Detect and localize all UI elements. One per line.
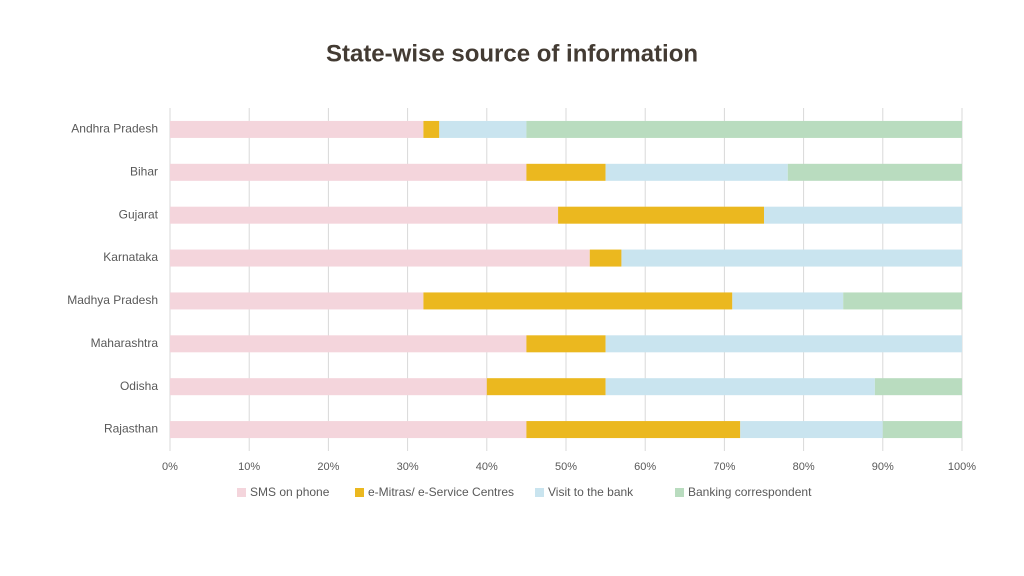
bar-segment bbox=[732, 292, 844, 310]
bar-segment bbox=[605, 163, 788, 181]
bar-segment bbox=[843, 292, 962, 310]
bar-segment bbox=[621, 249, 962, 267]
bar-segment bbox=[764, 206, 962, 224]
legend-swatch bbox=[355, 488, 364, 497]
x-tick-label: 80% bbox=[793, 461, 815, 473]
bar-segment bbox=[170, 421, 527, 439]
x-tick-label: 100% bbox=[948, 461, 976, 473]
bar-segment bbox=[170, 120, 424, 138]
bar-segment bbox=[439, 120, 527, 138]
bar-segment bbox=[526, 335, 606, 353]
bar-segment bbox=[423, 120, 440, 138]
x-tick-label: 30% bbox=[397, 461, 419, 473]
x-tick-label: 60% bbox=[634, 461, 656, 473]
bar-segment bbox=[882, 421, 962, 439]
y-tick-label: Bihar bbox=[130, 164, 158, 178]
y-tick-label: Gujarat bbox=[119, 207, 159, 221]
y-tick-label: Andhra Pradesh bbox=[71, 122, 158, 136]
bar-segment bbox=[740, 421, 883, 439]
x-tick-label: 20% bbox=[317, 461, 339, 473]
bar-segment bbox=[526, 120, 962, 138]
legend-label: Visit to the bank bbox=[548, 485, 634, 499]
bar-segment bbox=[170, 292, 424, 310]
x-tick-label: 40% bbox=[476, 461, 498, 473]
bar-segment bbox=[874, 378, 962, 396]
bar-segment bbox=[486, 378, 606, 396]
legend-label: Banking correspondent bbox=[688, 485, 812, 499]
bar-segment bbox=[558, 206, 764, 224]
bar-segment bbox=[170, 249, 590, 267]
x-tick-label: 70% bbox=[713, 461, 735, 473]
x-tick-label: 90% bbox=[872, 461, 894, 473]
y-tick-label: Odisha bbox=[120, 379, 158, 393]
bar-segment bbox=[170, 206, 559, 224]
x-tick-label: 50% bbox=[555, 461, 577, 473]
bar-segment bbox=[589, 249, 622, 267]
legend-swatch bbox=[675, 488, 684, 497]
bar-segment bbox=[170, 163, 527, 181]
legend-swatch bbox=[535, 488, 544, 497]
bar-segment bbox=[605, 335, 962, 353]
bar-segment bbox=[170, 335, 527, 353]
x-tick-label: 10% bbox=[238, 461, 260, 473]
x-tick-label: 0% bbox=[162, 461, 178, 473]
chart-title: State-wise source of information bbox=[326, 40, 698, 67]
legend-label: SMS on phone bbox=[250, 485, 330, 499]
bar-segment bbox=[423, 292, 733, 310]
bar-segment bbox=[526, 421, 741, 439]
bar-segment bbox=[787, 163, 962, 181]
y-tick-label: Rajasthan bbox=[104, 422, 158, 436]
y-tick-label: Karnataka bbox=[103, 250, 158, 264]
y-tick-label: Madhya Pradesh bbox=[67, 293, 158, 307]
bar-segment bbox=[605, 378, 875, 396]
legend-swatch bbox=[237, 488, 246, 497]
legend-label: e-Mitras/ e-Service Centres bbox=[368, 485, 514, 499]
bar-segment bbox=[170, 378, 487, 396]
bar-segment bbox=[526, 163, 606, 181]
y-tick-label: Maharashtra bbox=[91, 336, 159, 350]
